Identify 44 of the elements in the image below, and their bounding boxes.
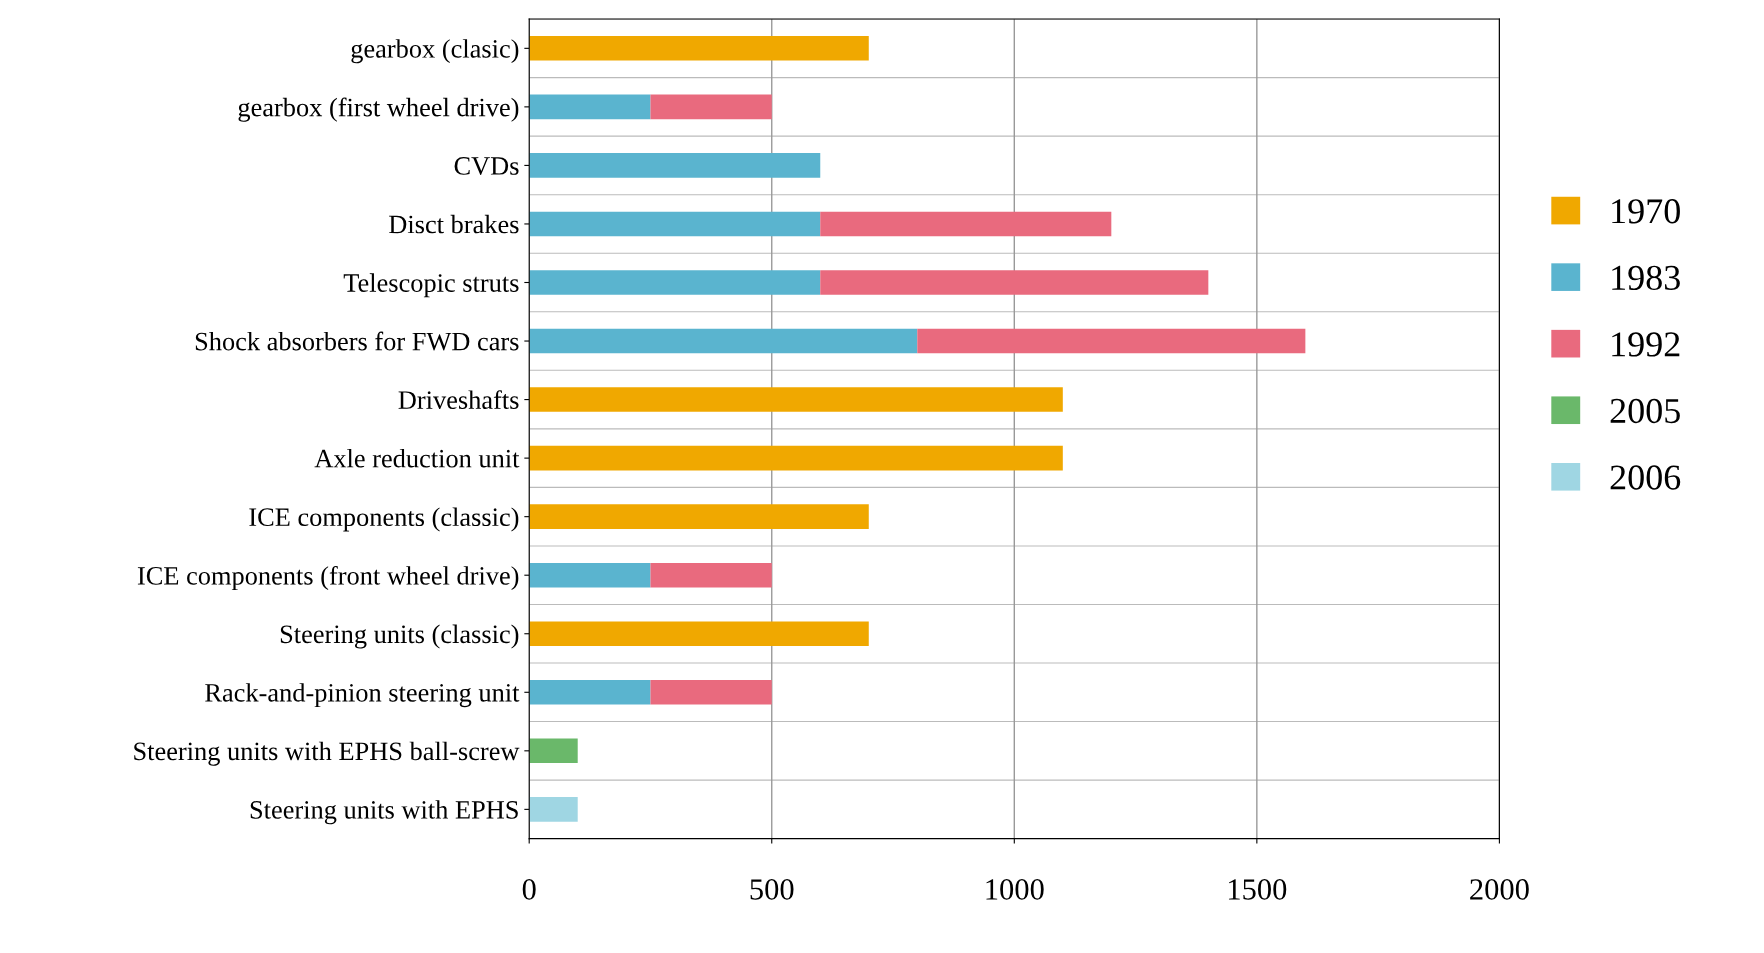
bar: [529, 504, 869, 529]
bar: [529, 94, 651, 120]
legend-label: 2006: [1610, 465, 1681, 490]
bar: [529, 797, 578, 822]
x-tick-label: 1500: [1228, 879, 1287, 900]
bar: [529, 211, 821, 237]
bar: [529, 738, 578, 764]
y-tick-label: Telescopic struts: [343, 273, 519, 298]
legend-label: 2005: [1610, 398, 1680, 424]
bar: [820, 211, 1112, 237]
bar: [529, 621, 869, 647]
bar: [529, 445, 1063, 471]
y-tick-label: Steering units (classic): [280, 624, 519, 649]
legend-label: 1992: [1612, 332, 1680, 357]
x-tick-label: 1000: [986, 879, 1044, 900]
y-tick-label: CVDs: [454, 157, 519, 175]
bar: [650, 94, 772, 120]
bar: [650, 679, 772, 705]
y-tick-label: Driveshafts: [398, 390, 519, 409]
y-tick-label: gearbox (first wheel drive): [238, 97, 519, 122]
bar: [529, 36, 869, 61]
bar: [650, 562, 772, 588]
y-tick-label: gearbox (clasic): [351, 39, 519, 64]
legend-label: 1970: [1612, 199, 1680, 224]
bar: [917, 328, 1306, 354]
x-tick-label: 500: [750, 879, 794, 900]
bar: [820, 270, 1209, 295]
y-tick-label: Disct brakes: [389, 214, 519, 234]
y-tick-label: Rack-and-pinion steering unit: [205, 683, 520, 708]
y-tick-label: Steering units with EPHS: [250, 800, 518, 825]
x-tick-label: 2000: [1470, 879, 1529, 900]
y-tick-label: ICE components (classic): [249, 507, 519, 532]
y-tick-label: ICE components (front wheel drive): [137, 565, 519, 591]
bar: [529, 270, 821, 295]
y-tick-label: Shock absorbers for FWD cars: [195, 331, 519, 351]
bar: [529, 562, 651, 588]
y-tick-label: Steering units with EPHS ball-screw: [134, 741, 520, 766]
bar: [529, 387, 1063, 412]
y-tick-label: Axle reduction unit: [314, 448, 520, 468]
legend-label: 1983: [1612, 265, 1680, 291]
bar: [529, 328, 918, 354]
bar: [529, 153, 821, 178]
x-tick-label: 0: [522, 879, 536, 900]
bar: [529, 679, 651, 705]
